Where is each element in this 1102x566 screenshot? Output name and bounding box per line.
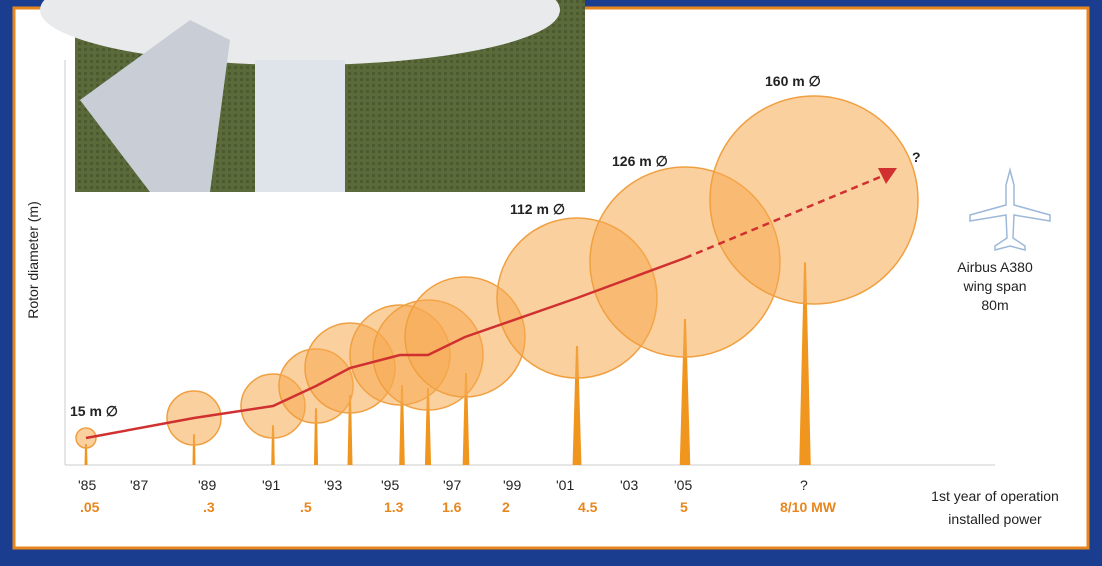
power-label: 5 bbox=[680, 499, 688, 515]
tower bbox=[84, 444, 88, 465]
comparison: 80m bbox=[981, 297, 1008, 313]
diameter-label: 126 m ∅ bbox=[612, 153, 668, 169]
year-label: '95 bbox=[381, 477, 399, 493]
tower bbox=[424, 388, 432, 465]
legend: 1st year of operation bbox=[931, 488, 1059, 504]
power-label: 2 bbox=[502, 499, 510, 515]
rotor bbox=[709, 95, 919, 305]
power-label: 1.6 bbox=[442, 499, 462, 515]
diameter-label: 15 m ∅ bbox=[70, 403, 118, 419]
year-label: '01 bbox=[556, 477, 574, 493]
year-label: '89 bbox=[198, 477, 216, 493]
power-label: 8/10 MW bbox=[780, 499, 837, 515]
photo bbox=[40, 0, 585, 192]
power-label: .3 bbox=[203, 499, 215, 515]
trend-projection bbox=[684, 173, 886, 260]
year-label: '93 bbox=[324, 477, 342, 493]
tower bbox=[572, 346, 582, 465]
year-label: '05 bbox=[674, 477, 692, 493]
trend-line bbox=[85, 256, 686, 440]
legend: installed power bbox=[948, 511, 1042, 527]
year-label: '87 bbox=[130, 477, 148, 493]
diameter-label: 160 m ∅ bbox=[765, 73, 821, 89]
year-label: '03 bbox=[620, 477, 638, 493]
tower bbox=[679, 319, 691, 465]
comparison: Airbus A380 bbox=[957, 259, 1033, 275]
arrow-head bbox=[878, 168, 897, 184]
year-label: '99 bbox=[503, 477, 521, 493]
comparison: wing span bbox=[962, 278, 1026, 294]
power-label: 4.5 bbox=[578, 499, 598, 515]
year-label: '85 bbox=[78, 477, 96, 493]
future-mark: ? bbox=[912, 149, 921, 165]
year-label: ? bbox=[800, 477, 808, 493]
year-label: '97 bbox=[443, 477, 461, 493]
axis-label: Rotor diameter (m) bbox=[25, 201, 41, 318]
tower bbox=[462, 373, 470, 465]
diameter-label: 112 m ∅ bbox=[510, 201, 565, 217]
airplane-icon bbox=[969, 167, 1051, 251]
tower bbox=[799, 262, 811, 465]
power-label: 1.3 bbox=[384, 499, 404, 515]
year-label: '91 bbox=[262, 477, 280, 493]
power-label: .05 bbox=[80, 499, 100, 515]
power-label: .5 bbox=[300, 499, 312, 515]
